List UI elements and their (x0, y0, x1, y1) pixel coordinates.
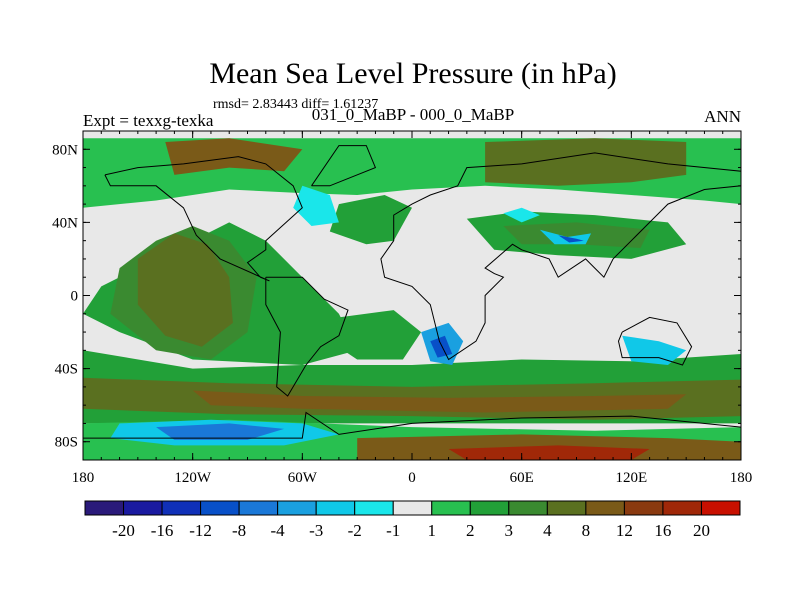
coastline (265, 276, 349, 397)
colorbar-box (662, 500, 702, 516)
comparison-label: 031_0_MaBP - 000_0_MaBP (312, 105, 514, 124)
x-tick-label: 0 (408, 470, 416, 486)
contour-band (485, 138, 687, 186)
x-tick-label: 60W (288, 470, 318, 486)
colorbar-label: 8 (582, 521, 591, 540)
colorbar-box (161, 500, 202, 516)
contour-band (503, 222, 650, 248)
colorbar-box (469, 500, 510, 516)
contour-band (137, 233, 233, 347)
colorbar-label: 3 (505, 521, 514, 540)
coastline (311, 145, 377, 187)
colorbar-box (431, 500, 471, 516)
coastline (83, 411, 742, 439)
colorbar-label: -1 (386, 521, 400, 540)
colorbar-box (700, 500, 741, 516)
experiment-label: Expt = texxg-texka (83, 111, 214, 130)
y-tick-label: 0 (71, 289, 79, 305)
colorbar-box (315, 500, 356, 516)
x-tick-label: 120W (174, 470, 212, 486)
contour-band (503, 207, 540, 223)
map-axes: 180 120W 60W 0 60E 120E 180 80N 40N 0 40S 80S (52, 130, 753, 486)
x-tick-label: 180 (72, 470, 95, 486)
y-tick-label: 80N (52, 142, 78, 158)
colorbar-box (392, 500, 433, 516)
y-tick-label: 80S (55, 435, 78, 451)
contour-band (448, 445, 650, 460)
contour-band (558, 235, 584, 243)
contour-band (293, 185, 339, 226)
season-label: ANN (704, 107, 741, 126)
contour-band (430, 335, 453, 358)
colorbar-label: 20 (693, 521, 710, 540)
contour-band (329, 310, 422, 360)
colorbar-label: -3 (309, 521, 323, 540)
x-tick-label: 120E (615, 470, 647, 486)
colorbar-label: -12 (189, 521, 212, 540)
x-tick-label: 60E (510, 470, 534, 486)
coastline (104, 156, 303, 282)
colorbar-box (84, 500, 125, 516)
colorbar-label: -20 (112, 521, 135, 540)
coastline (380, 152, 742, 361)
colorbar-box (123, 500, 163, 516)
colorbar-box (200, 500, 240, 516)
stats-label: rmsd= 2.83443 diff= 1.61237 (213, 97, 378, 112)
x-tick-label: 180 (730, 470, 753, 486)
colorbar-box (623, 500, 664, 516)
colorbar-label: 4 (543, 521, 552, 540)
colorbar-label: 16 (654, 521, 671, 540)
y-tick-label: 40N (52, 215, 78, 231)
colorbar-label: 1 (428, 521, 437, 540)
chart-title: Mean Sea Level Pressure (in hPa) (209, 57, 616, 90)
coastline (617, 316, 693, 366)
colorbar-label: -8 (232, 521, 246, 540)
colorbar-label: -4 (271, 521, 286, 540)
colorbar-box (238, 500, 279, 516)
colorbar-label: 2 (466, 521, 475, 540)
colorbar-label: -2 (348, 521, 362, 540)
colorbar-box (354, 500, 394, 516)
contour-band (156, 423, 285, 440)
colorbar-label: 12 (616, 521, 633, 540)
colorbar-box (546, 500, 587, 516)
colorbar-box (585, 500, 625, 516)
colorbar: -20 -16 -12 -8 -4 -3 -2 -1 1 2 3 4 8 12 16 20 (84, 500, 741, 540)
colorbar-label: -16 (151, 521, 174, 540)
colorbar-box (508, 500, 548, 516)
map-plot-area (83, 131, 742, 460)
contour-band (329, 195, 412, 245)
contour-band (192, 390, 687, 413)
y-tick-label: 40S (55, 362, 78, 378)
colorbar-box (277, 500, 317, 516)
